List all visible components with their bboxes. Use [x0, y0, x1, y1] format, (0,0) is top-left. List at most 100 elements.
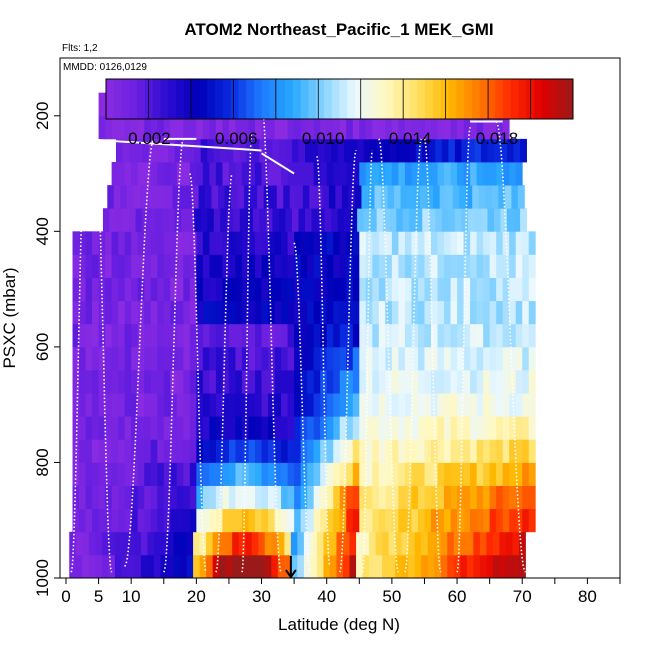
heatmap-cell	[352, 508, 360, 533]
heatmap-cell	[528, 508, 536, 533]
heatmap-cell	[189, 462, 197, 486]
colorbar-segment	[549, 79, 558, 119]
heatmap-cell	[467, 138, 475, 163]
heatmap-cell	[457, 346, 464, 371]
y-tick-label: 600	[33, 333, 52, 361]
heatmap-cell	[222, 231, 230, 255]
heatmap-cell	[255, 346, 262, 371]
heatmap-cell	[176, 346, 184, 371]
heatmap-cell	[313, 370, 321, 394]
heatmap-cell	[470, 508, 478, 533]
heatmap-cell	[509, 162, 517, 186]
heatmap-cell	[108, 531, 116, 556]
heatmap-cell	[489, 277, 497, 302]
heatmap-cell	[196, 346, 204, 371]
heatmap-cell	[196, 254, 204, 278]
heatmap-cell	[238, 554, 246, 578]
heatmap-cell	[176, 416, 184, 440]
heatmap-cell	[281, 323, 288, 348]
heatmap-cell	[98, 323, 106, 348]
heatmap-cell	[411, 485, 419, 510]
heatmap-cell	[365, 323, 373, 348]
heatmap-cell	[509, 393, 517, 417]
heatmap-cell	[79, 439, 86, 463]
heatmap-cell	[382, 554, 390, 578]
heatmap-cell	[207, 138, 215, 163]
heatmap-cell	[124, 254, 132, 278]
heatmap-cell	[69, 531, 77, 556]
heatmap-cell	[323, 531, 331, 556]
heatmap-cell	[473, 531, 481, 556]
heatmap-cell	[391, 462, 399, 486]
heatmap-cell	[202, 393, 210, 417]
heatmap-cell	[417, 162, 425, 186]
heatmap-cell	[228, 439, 236, 463]
heatmap-cell	[493, 208, 501, 232]
heatmap-cell	[170, 254, 178, 278]
heatmap-cell	[268, 346, 275, 371]
heatmap-cell	[509, 231, 517, 255]
heatmap-cell	[496, 485, 504, 510]
heatmap-cell	[137, 254, 145, 278]
heatmap-cell	[365, 254, 373, 278]
heatmap-cell	[486, 531, 494, 556]
heatmap-cell	[352, 277, 360, 302]
heatmap-cell	[302, 185, 310, 209]
heatmap-cell	[228, 346, 236, 371]
colorbar-segment	[355, 79, 364, 119]
heatmap-cell	[137, 346, 145, 371]
heatmap-cell	[359, 254, 367, 278]
heatmap-cell	[287, 416, 295, 440]
heatmap-cell	[496, 416, 504, 440]
heatmap-cell	[376, 208, 384, 232]
heatmap-cell	[202, 370, 210, 394]
heatmap-cell	[450, 416, 458, 440]
heatmap-cell	[157, 462, 165, 486]
heatmap-cell	[281, 370, 288, 394]
heatmap-cell	[378, 462, 386, 486]
heatmap-cell	[391, 162, 399, 186]
heatmap-cell	[313, 231, 321, 255]
heatmap-cell	[437, 439, 445, 463]
heatmap-cell	[287, 323, 295, 348]
heatmap-cell	[427, 531, 435, 556]
heatmap-cell	[222, 323, 230, 348]
heatmap-cell	[313, 393, 321, 417]
heatmap-cell	[105, 323, 113, 348]
heatmap-cell	[359, 462, 367, 486]
heatmap-cell	[170, 300, 178, 325]
y-axis: 200 400 600 800 1000	[33, 102, 60, 597]
heatmap-cell	[183, 162, 191, 186]
heatmap-cell	[352, 485, 360, 510]
heatmap-cell	[515, 162, 523, 186]
heatmap-cell	[178, 185, 186, 209]
heatmap-cell	[150, 254, 158, 278]
heatmap-cell	[209, 508, 217, 533]
heatmap-cell	[222, 508, 230, 533]
heatmap-cell	[157, 115, 165, 140]
heatmap-cell	[460, 531, 468, 556]
heatmap-cell	[307, 508, 315, 533]
heatmap-cell	[385, 346, 393, 371]
heatmap-cell	[281, 115, 288, 140]
heatmap-cell	[235, 115, 243, 140]
heatmap-cell	[261, 462, 269, 486]
heatmap-cell	[144, 439, 152, 463]
colorbar-segment	[541, 79, 551, 119]
heatmap-cell	[114, 531, 122, 556]
heatmap-cell	[212, 554, 220, 578]
heatmap-cell	[194, 208, 202, 232]
heatmap-cell	[326, 300, 334, 325]
heatmap-cell	[430, 393, 438, 417]
heatmap-cell	[157, 439, 165, 463]
heatmap-cell	[372, 370, 380, 394]
heatmap-cell	[470, 162, 478, 186]
heatmap-cell	[333, 462, 341, 486]
colorbar-segment	[269, 79, 278, 119]
heatmap-cell	[241, 300, 249, 325]
heatmap-cell	[287, 485, 295, 510]
heatmap-cell	[457, 115, 464, 140]
colorbar-segment	[207, 79, 216, 119]
heatmap-cell	[209, 462, 217, 486]
heatmap-cell	[98, 300, 106, 325]
